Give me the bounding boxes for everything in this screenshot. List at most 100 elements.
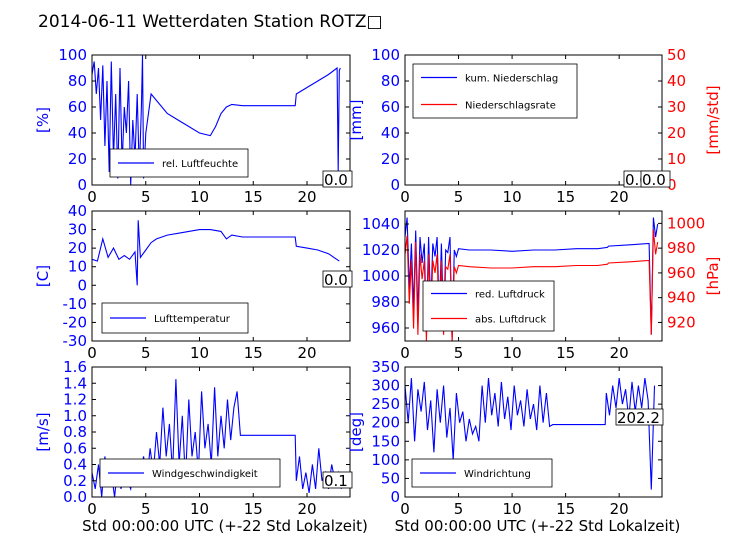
y-tick-label-humidity-20: 20 bbox=[68, 150, 87, 168]
value-annotation-wind-speed-annotation: 0.1 bbox=[324, 472, 348, 490]
y-tick-label-wind-speed-1.4: 1.4 bbox=[63, 374, 87, 392]
figure-title: 2014-06-11 Wetterdaten Station ROTZ□ bbox=[38, 12, 383, 32]
y-tick-label-humidity-80: 80 bbox=[68, 72, 87, 90]
value-annotation-wind-direction-annotation: 202.2 bbox=[617, 409, 660, 427]
y-tick-label-precipitation-40: 40 bbox=[381, 124, 400, 142]
y-tick-label-wind-direction-100: 100 bbox=[371, 451, 400, 469]
legend-label-temperature-0: Lufttemperatur bbox=[154, 314, 231, 325]
y-tick-label-wind-speed-0.6: 0.6 bbox=[63, 439, 87, 457]
series-line-temperature-0 bbox=[92, 220, 340, 286]
y-tick-label-pressure-1040: 1040 bbox=[362, 215, 400, 233]
y-right-tick-label-precipitation-40: 40 bbox=[667, 72, 686, 90]
x-tick-label-wind-direction-10: 10 bbox=[503, 500, 522, 518]
panel-precipitation: 0 5 10 15 20 0 20 40 60 80 100 0 10 20 30 40 50 [mm] [mm/s… bbox=[347, 46, 722, 206]
y-right-tick-label-precipitation-10: 10 bbox=[667, 150, 686, 168]
y-tick-label-pressure-1020: 1020 bbox=[362, 241, 400, 259]
y-tick-label-temperature-0: 0 bbox=[77, 276, 87, 294]
y-tick-label-wind-speed-1.2: 1.2 bbox=[63, 391, 87, 409]
legend-label-humidity-0: rel. Luftfeuchte bbox=[162, 159, 238, 170]
x-axis-label-wind-speed: Std 00:00:00 UTC (+-22 Std Lokalzeit) bbox=[82, 517, 368, 535]
x-tick-label-wind-direction-0: 0 bbox=[400, 500, 410, 518]
y-tick-label-wind-direction-0: 0 bbox=[390, 488, 400, 506]
x-tick-label-precipitation-15: 15 bbox=[556, 188, 575, 206]
legend-label-wind-direction-0: Windrichtung bbox=[464, 469, 531, 480]
x-tick-label-humidity-0: 0 bbox=[87, 188, 97, 206]
plot-frame-wind-direction bbox=[404, 366, 663, 498]
panel-wind-speed: 0 5 10 15 20 0.00.20.40.60.81.01.21.41.6 [m/s]… bbox=[34, 358, 368, 535]
x-tick-label-pressure-5: 5 bbox=[454, 344, 464, 362]
y-tick-label-temperature-30: 30 bbox=[68, 221, 87, 239]
y-tick-label-humidity-100: 100 bbox=[58, 46, 87, 64]
y-tick-label-wind-direction-250: 250 bbox=[371, 395, 400, 413]
legend-label-pressure-0: red. Luftdruck bbox=[475, 290, 545, 301]
y-right-axis-label-pressure: [hPa] bbox=[704, 257, 722, 296]
legend-label-precipitation-1: Niederschlagsrate bbox=[465, 101, 556, 112]
x-tick-label-pressure-0: 0 bbox=[400, 344, 410, 362]
y-tick-label-precipitation-0: 0 bbox=[390, 176, 400, 194]
y-tick-label-temperature--20: -20 bbox=[63, 313, 88, 331]
y-axis-label-precipitation: [mm] bbox=[347, 100, 365, 141]
y-tick-label-precipitation-20: 20 bbox=[381, 150, 400, 168]
x-tick-label-precipitation-20: 20 bbox=[610, 188, 629, 206]
y-right-axis-label-precipitation: [mm/std] bbox=[704, 85, 722, 154]
x-tick-label-precipitation-0: 0 bbox=[400, 188, 410, 206]
y-tick-label-temperature--10: -10 bbox=[63, 295, 88, 313]
x-tick-label-wind-speed-10: 10 bbox=[190, 500, 209, 518]
y-tick-label-wind-speed-0.2: 0.2 bbox=[63, 472, 87, 490]
value-annotation-precipitation-annotation2: 0.0 bbox=[642, 171, 666, 189]
x-tick-label-humidity-20: 20 bbox=[297, 188, 316, 206]
y-tick-label-humidity-40: 40 bbox=[68, 124, 87, 142]
x-axis-label-wind-direction: Std 00:00:00 UTC (+-22 Std Lokalzeit) bbox=[395, 517, 681, 535]
legend-box-precipitation bbox=[412, 63, 578, 119]
x-tick-label-pressure-15: 15 bbox=[556, 344, 575, 362]
y-tick-label-precipitation-80: 80 bbox=[381, 72, 400, 90]
y-tick-label-pressure-1000: 1000 bbox=[362, 267, 400, 285]
value-annotation-humidity-annotation: 0.0 bbox=[324, 171, 348, 189]
x-tick-label-wind-speed-20: 20 bbox=[297, 500, 316, 518]
y-tick-label-wind-direction-150: 150 bbox=[371, 432, 400, 450]
value-annotation-box-wind-speed-annotation bbox=[322, 471, 353, 489]
x-tick-label-temperature-5: 5 bbox=[141, 344, 151, 362]
y-axis-label-wind-direction: [deg] bbox=[347, 412, 365, 452]
plot-frame-precipitation bbox=[404, 54, 663, 186]
x-tick-label-humidity-15: 15 bbox=[244, 188, 263, 206]
y-tick-label-humidity-60: 60 bbox=[68, 98, 87, 116]
y-right-tick-label-pressure-920: 920 bbox=[667, 313, 696, 331]
y-axis-label-wind-speed: [m/s] bbox=[34, 412, 52, 451]
y-tick-label-wind-speed-1.6: 1.6 bbox=[63, 358, 87, 376]
x-tick-label-pressure-10: 10 bbox=[503, 344, 522, 362]
x-tick-label-temperature-15: 15 bbox=[244, 344, 263, 362]
y-tick-label-pressure-960: 960 bbox=[371, 319, 400, 337]
y-right-tick-label-precipitation-20: 20 bbox=[667, 124, 686, 142]
y-tick-label-temperature-20: 20 bbox=[68, 239, 87, 257]
legend-label-wind-speed-0: Windgeschwindigkeit bbox=[152, 469, 258, 480]
x-tick-label-wind-direction-15: 15 bbox=[556, 500, 575, 518]
x-tick-label-temperature-0: 0 bbox=[87, 344, 97, 362]
y-tick-label-temperature-40: 40 bbox=[68, 202, 87, 220]
y-tick-label-wind-speed-1: 1.0 bbox=[63, 407, 87, 425]
x-tick-label-wind-speed-5: 5 bbox=[141, 500, 151, 518]
x-tick-label-wind-direction-5: 5 bbox=[454, 500, 464, 518]
panel-humidity: 0 5 10 15 20 0 20 40 60 80 100 [%] 0.0 rel. Luftfeuch… bbox=[34, 46, 353, 206]
value-annotation-temperature-annotation: 0.0 bbox=[324, 271, 348, 289]
x-tick-label-humidity-5: 5 bbox=[141, 188, 151, 206]
x-tick-label-humidity-10: 10 bbox=[190, 188, 209, 206]
panel-pressure: 0 5 10 15 20 960 980 1000 1020 1040 920 940 960 980 10… bbox=[362, 210, 722, 362]
x-tick-label-precipitation-10: 10 bbox=[503, 188, 522, 206]
y-tick-label-wind-direction-200: 200 bbox=[371, 414, 400, 432]
y-right-tick-label-pressure-940: 940 bbox=[667, 289, 696, 307]
y-axis-label-humidity: [%] bbox=[34, 107, 52, 133]
y-tick-label-wind-direction-350: 350 bbox=[371, 358, 400, 376]
y-axis-label-temperature: [C] bbox=[34, 265, 52, 287]
y-tick-label-wind-direction-50: 50 bbox=[381, 469, 400, 487]
series-line-pressure-1 bbox=[405, 229, 659, 341]
x-tick-label-pressure-20: 20 bbox=[610, 344, 629, 362]
legend-box-pressure bbox=[422, 280, 555, 332]
legend-label-precipitation-0: kum. Niederschlag bbox=[465, 74, 558, 85]
y-right-tick-label-precipitation-50: 50 bbox=[667, 46, 686, 64]
y-right-tick-label-precipitation-0: 0 bbox=[667, 176, 677, 194]
value-annotation-box-wind-direction-annotation bbox=[615, 408, 664, 426]
